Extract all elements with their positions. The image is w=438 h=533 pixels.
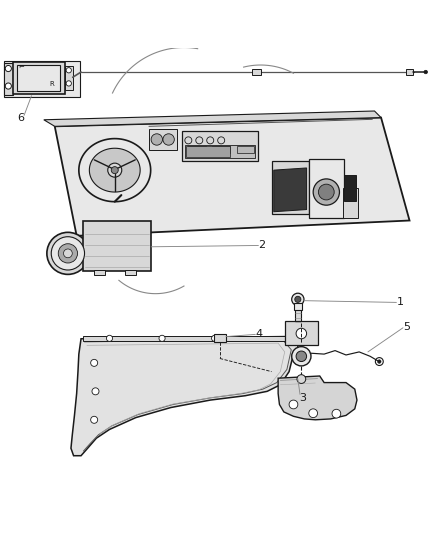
Bar [17,64,60,91]
Text: ⌐: ⌐ [18,64,24,70]
Bar [285,321,318,345]
Circle shape [163,134,174,145]
Bar [185,145,255,158]
Bar [125,270,136,275]
Polygon shape [274,168,307,212]
Circle shape [218,137,225,144]
Bar [252,69,261,75]
Circle shape [106,335,113,342]
Circle shape [297,375,306,383]
Bar [295,300,301,324]
Bar [214,334,226,342]
Bar [272,161,309,214]
Circle shape [295,296,301,302]
Text: 1: 1 [397,297,404,308]
Polygon shape [79,139,151,201]
Bar [83,336,285,341]
Bar [94,270,105,275]
Circle shape [292,346,311,366]
Circle shape [207,137,214,144]
Polygon shape [278,376,357,420]
Polygon shape [44,111,381,126]
Bar [343,188,358,219]
Polygon shape [71,336,298,456]
Circle shape [212,335,218,342]
Bar [237,146,254,154]
Bar [149,128,177,150]
Circle shape [66,68,71,73]
Bar [4,61,80,96]
Circle shape [47,232,89,274]
Circle shape [5,66,11,71]
Text: 6: 6 [17,114,24,124]
Circle shape [424,70,427,74]
Circle shape [159,335,165,342]
Bar [182,131,258,161]
Circle shape [108,163,122,177]
Circle shape [313,179,339,205]
Circle shape [58,244,78,263]
Bar [294,303,302,310]
Circle shape [296,351,307,361]
Circle shape [151,134,162,145]
Circle shape [5,83,11,89]
Circle shape [296,328,307,339]
Circle shape [91,359,98,366]
Text: 4: 4 [256,329,263,340]
Circle shape [196,137,203,144]
Circle shape [111,167,118,174]
Bar [212,146,230,154]
Circle shape [309,409,318,418]
Bar [65,66,73,90]
Circle shape [332,409,341,418]
Bar [309,159,344,219]
Bar [344,174,356,201]
Circle shape [66,81,71,86]
Bar [406,69,413,75]
Text: R: R [49,81,54,87]
Circle shape [51,237,85,270]
Circle shape [378,360,381,364]
Text: 5: 5 [403,321,410,332]
Text: 2: 2 [258,240,265,251]
Text: 3: 3 [299,393,306,403]
Polygon shape [89,148,140,192]
Circle shape [64,249,72,258]
Bar [13,61,65,94]
Circle shape [318,184,334,200]
Bar [188,146,206,154]
Bar [186,146,230,157]
Bar [4,63,13,95]
Circle shape [292,293,304,305]
Circle shape [185,137,192,144]
Circle shape [289,400,298,409]
Circle shape [92,388,99,395]
Circle shape [91,416,98,423]
Polygon shape [55,118,410,236]
Bar [83,221,151,271]
